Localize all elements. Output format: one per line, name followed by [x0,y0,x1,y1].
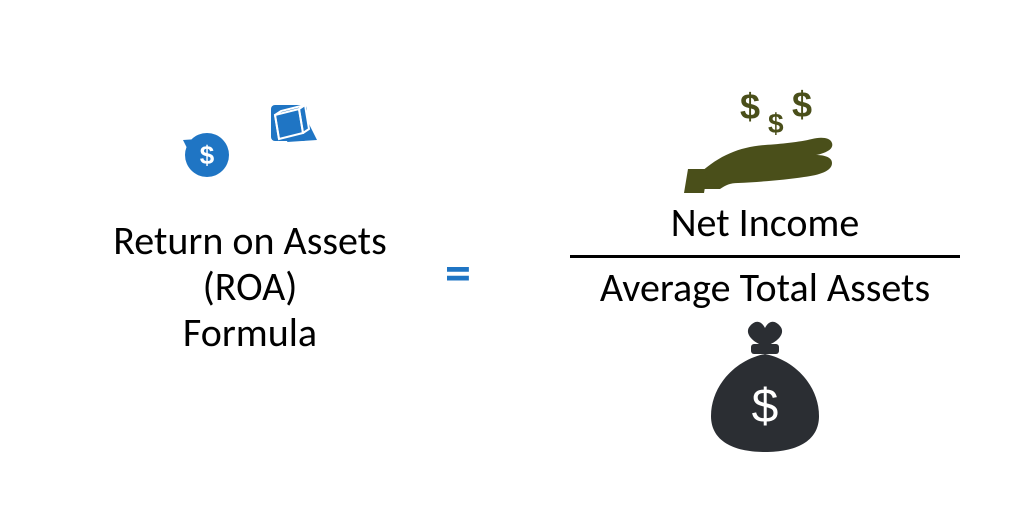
equals-sign: = [445,240,471,304]
svg-text:$: $ [752,380,779,433]
fraction-bar [570,255,960,258]
title-line-3: Formula [80,310,420,356]
income-hand-icon: $ $ $ [680,85,850,195]
svg-text:$: $ [792,85,812,125]
svg-text:$: $ [200,140,215,170]
cycle-icon: $ [175,70,325,210]
title-line-1: Return on Assets [80,218,420,264]
svg-text:$: $ [740,86,760,127]
formula-stage: $ Return on Assets (ROA) Formula = $ $ [0,0,1024,526]
left-block: $ Return on Assets (ROA) Formula [80,70,420,356]
svg-text:$: $ [768,108,784,139]
denominator-label: Average Total Assets [545,266,985,310]
numerator-label: Net Income [545,201,985,245]
title-line-2: (ROA) [80,264,420,310]
money-bag-icon: $ [705,320,825,455]
fraction-block: $ $ $ Net Income Average Total Assets [545,85,985,455]
formula-title: Return on Assets (ROA) Formula [80,218,420,356]
